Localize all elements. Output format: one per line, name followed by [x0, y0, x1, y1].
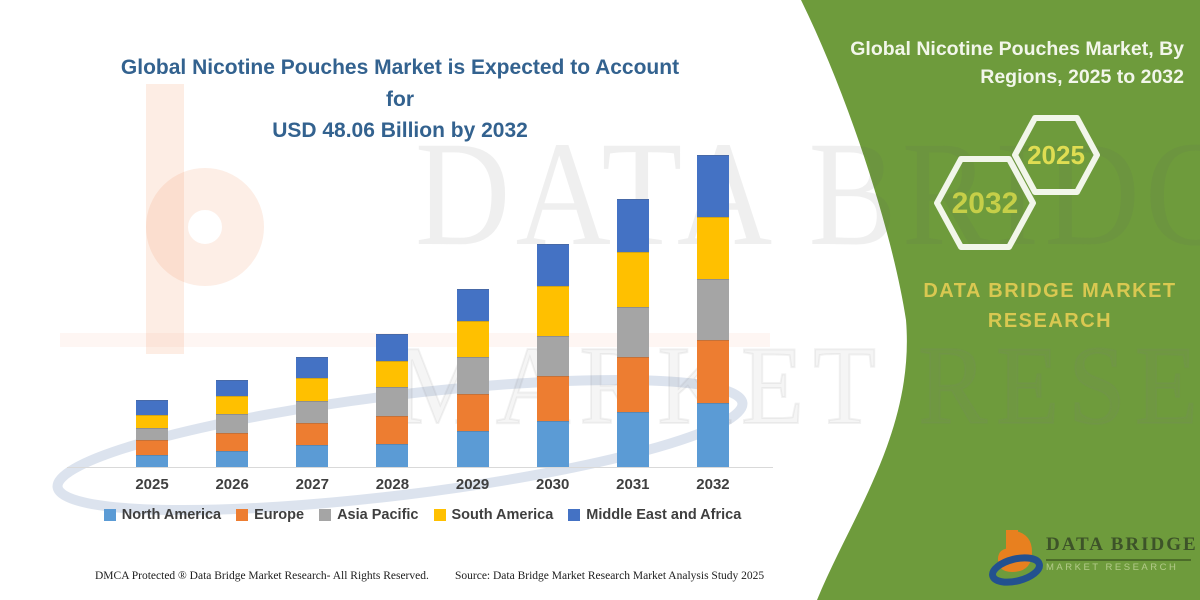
- stacked-bar-chart: 2025 2026 2027 2028 2029 2030 2031 2032: [67, 138, 773, 493]
- bar-segment-2028-europe: [376, 416, 409, 445]
- bar-2028: [376, 334, 409, 467]
- background-accent-band: [60, 333, 770, 347]
- x-tick-2027: 2027: [295, 476, 329, 493]
- bar-segment-2028-south-america: [376, 360, 409, 388]
- legend-item-south-america: South America: [433, 507, 554, 523]
- bar-segment-2032-south-america: [696, 217, 729, 280]
- bar-segment-2026-asia-pacific: [216, 414, 249, 433]
- chart-title: Global Nicotine Pouches Market is Expect…: [110, 52, 690, 147]
- legend-item-asia-pacific: Asia Pacific: [319, 507, 419, 523]
- bar-segment-2031-south-america: [616, 252, 649, 308]
- bar-segment-2029-south-america: [456, 320, 489, 358]
- legend-swatch-icon: [236, 509, 249, 521]
- legend-label: Europe: [254, 507, 305, 523]
- bar-segment-2028-north-america: [376, 444, 409, 467]
- bar-segment-2026-middle-east-and-africa: [216, 380, 249, 396]
- dmca-copyright-text: DMCA Protected ® Data Bridge Market Rese…: [95, 570, 429, 582]
- bar-segment-2031-europe: [616, 357, 649, 413]
- watermark-line2: MARKET RESEARCH: [394, 323, 1200, 449]
- bar-segment-2029-north-america: [456, 431, 489, 467]
- x-axis-line: [67, 467, 773, 468]
- bar-segment-2029-asia-pacific: [456, 357, 489, 394]
- bar-segment-2029-middle-east-and-africa: [456, 289, 489, 321]
- bar-segment-2027-south-america: [296, 377, 329, 402]
- legend-item-europe: Europe: [236, 507, 304, 523]
- chart-title-line2: USD 48.06 Billion by 2032: [272, 119, 528, 142]
- logo-tagline: MARKET RESEARCH: [1046, 562, 1179, 573]
- bar-2027: [296, 357, 329, 467]
- bar-segment-2031-north-america: [616, 412, 649, 467]
- bar-segment-2027-europe: [296, 422, 329, 446]
- bar-segment-2025-north-america: [136, 455, 168, 467]
- bar-segment-2030-north-america: [536, 420, 569, 467]
- side-panel-heading: Global Nicotine Pouches Market, By Regio…: [850, 38, 1184, 88]
- x-tick-2029: 2029: [455, 476, 490, 493]
- logo-company-name: DATA BRIDGE: [1046, 534, 1196, 561]
- x-tick-2026: 2026: [215, 476, 249, 493]
- chart-title-line1: Global Nicotine Pouches Market is Expect…: [120, 56, 680, 111]
- bar-segment-2028-middle-east-and-africa: [376, 334, 409, 361]
- legend-label: North America: [121, 507, 222, 523]
- bar-segment-2032-asia-pacific: [696, 279, 729, 340]
- bar-2029: [456, 289, 489, 467]
- legend-item-north-america: North America: [103, 507, 222, 523]
- bar-segment-2025-middle-east-and-africa: [136, 400, 168, 416]
- bar-segment-2032-middle-east-and-africa: [696, 155, 729, 218]
- bar-segment-2025-south-america: [136, 415, 168, 428]
- bar-segment-2031-middle-east-and-africa: [616, 199, 649, 253]
- bar-2032: [696, 155, 729, 467]
- source-text: Source: Data Bridge Market Research Mark…: [455, 570, 765, 582]
- bar-segment-2028-asia-pacific: [376, 387, 409, 417]
- bar-segment-2026-south-america: [216, 395, 249, 415]
- bar-segment-2027-asia-pacific: [296, 401, 329, 423]
- legend-item-middle-east-and-africa: Middle East and Africa: [568, 507, 741, 523]
- bar-segment-2030-europe: [536, 376, 569, 421]
- bar-segment-2026-europe: [216, 432, 249, 452]
- bar-2031: [616, 199, 649, 467]
- legend-label: Middle East and Africa: [586, 507, 742, 523]
- bar-segment-2032-europe: [696, 339, 729, 404]
- side-panel-brand-text: DATA BRIDGE MARKET RESEARCH: [923, 280, 1177, 332]
- bar-segment-2032-north-america: [696, 403, 729, 467]
- legend-swatch-icon: [433, 509, 446, 521]
- data-bridge-logo-icon: [989, 530, 1043, 586]
- bar-segment-2027-middle-east-and-africa: [296, 357, 329, 378]
- company-logo: DATA BRIDGE MARKET RESEARCH: [988, 526, 1196, 588]
- bar-2030: [536, 243, 569, 467]
- x-tick-2031: 2031: [616, 476, 650, 493]
- x-tick-2025: 2025: [135, 476, 169, 493]
- x-tick-2028: 2028: [375, 476, 410, 493]
- legend-label: Asia Pacific: [337, 507, 419, 523]
- bar-segment-2029-europe: [456, 393, 489, 432]
- legend-swatch-icon: [568, 509, 581, 521]
- legend-swatch-icon: [103, 509, 116, 521]
- bar-segment-2030-asia-pacific: [536, 335, 569, 377]
- bar-segment-2030-middle-east-and-africa: [536, 243, 569, 286]
- x-tick-2030: 2030: [536, 476, 570, 493]
- bar-segment-2025-asia-pacific: [136, 427, 168, 441]
- legend-label: South America: [451, 507, 554, 523]
- bar-segment-2025-europe: [136, 440, 168, 455]
- bar-segment-2026-north-america: [216, 451, 249, 467]
- x-tick-2032: 2032: [696, 476, 730, 493]
- bar-segment-2030-south-america: [536, 285, 569, 336]
- bar-2026: [216, 380, 249, 467]
- bar-2025: [136, 400, 168, 467]
- bar-segment-2027-north-america: [296, 445, 329, 467]
- legend-swatch-icon: [319, 509, 332, 521]
- bar-segment-2031-asia-pacific: [616, 307, 649, 358]
- chart-legend: North America Europe Asia Pacific South Ame…: [75, 507, 770, 523]
